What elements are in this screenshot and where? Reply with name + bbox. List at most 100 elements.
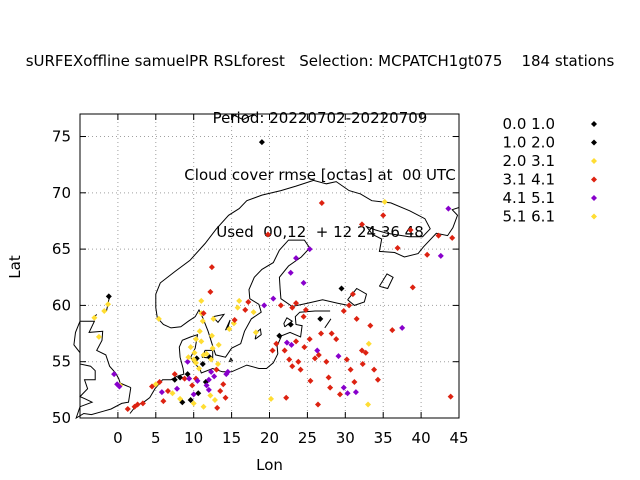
data-point-series-5 bbox=[314, 347, 321, 354]
data-point-series-4 bbox=[343, 356, 350, 363]
data-point-series-5 bbox=[190, 391, 197, 398]
data-point-series-4 bbox=[277, 302, 284, 309]
data-point-series-4 bbox=[273, 340, 280, 347]
data-point-series-3 bbox=[199, 318, 206, 325]
data-point-series-4 bbox=[189, 382, 196, 389]
data-point-series-4 bbox=[307, 377, 314, 384]
y-tick-label: 75 bbox=[52, 128, 71, 146]
data-point-series-4 bbox=[297, 366, 304, 373]
data-point-series-4 bbox=[349, 291, 356, 298]
data-point-series-5 bbox=[340, 384, 347, 391]
data-point-series-5 bbox=[300, 279, 307, 286]
data-point-series-3 bbox=[236, 297, 243, 304]
x-tick-label: 35 bbox=[374, 429, 393, 447]
data-point-series-4 bbox=[325, 374, 332, 381]
data-point-series-4 bbox=[289, 304, 296, 311]
data-point-series-3 bbox=[196, 365, 203, 372]
data-point-series-5 bbox=[344, 390, 351, 397]
data-point-series-4 bbox=[380, 212, 387, 219]
data-point-series-4 bbox=[447, 393, 454, 400]
data-point-series-4 bbox=[306, 336, 313, 343]
data-point-series-4 bbox=[207, 288, 214, 295]
data-point-series-4 bbox=[351, 378, 358, 385]
data-point-series-4 bbox=[214, 404, 221, 411]
data-point-series-2 bbox=[105, 293, 112, 300]
data-point-series-4 bbox=[217, 387, 224, 394]
data-point-series-3 bbox=[169, 390, 176, 397]
legend-label: 1.0 2.0 bbox=[503, 134, 555, 152]
x-axis-label: Lon bbox=[256, 456, 283, 474]
data-point-series-4 bbox=[264, 231, 271, 238]
data-point-series-5 bbox=[158, 389, 165, 396]
data-point-series-4 bbox=[295, 358, 302, 365]
data-point-series-4 bbox=[134, 401, 141, 408]
data-point-series-2 bbox=[187, 396, 194, 403]
coastline-segment bbox=[228, 357, 234, 363]
data-point-series-5 bbox=[186, 375, 193, 382]
data-point-series-3 bbox=[196, 328, 203, 335]
data-point-series-4 bbox=[374, 376, 381, 383]
data-point-series-5 bbox=[399, 324, 406, 331]
data-point-series-4 bbox=[301, 344, 308, 351]
data-point-series-5 bbox=[335, 353, 342, 360]
data-point-series-2 bbox=[184, 371, 191, 378]
data-point-series-4 bbox=[124, 405, 131, 412]
data-point-series-4 bbox=[222, 394, 229, 401]
data-point-series-3 bbox=[95, 333, 102, 340]
legend-label: 5.1 6.1 bbox=[503, 208, 555, 226]
data-point-series-3 bbox=[192, 336, 199, 343]
data-point-series-4 bbox=[336, 391, 343, 398]
data-point-series-5 bbox=[194, 377, 201, 384]
y-tick-label: 70 bbox=[52, 184, 71, 202]
data-point-series-5 bbox=[261, 302, 268, 309]
y-tick-label: 65 bbox=[52, 240, 71, 258]
data-point-series-4 bbox=[208, 264, 215, 271]
data-point-series-3 bbox=[155, 315, 162, 322]
data-point-series-3 bbox=[214, 360, 221, 367]
legend-label: 2.0 3.1 bbox=[503, 152, 555, 170]
legend-label: 0.0 1.0 bbox=[503, 115, 555, 133]
data-point-series-4 bbox=[293, 338, 300, 345]
grid bbox=[80, 114, 459, 419]
data-point-series-4 bbox=[318, 330, 325, 337]
data-point-series-4 bbox=[160, 398, 167, 405]
data-point-series-5 bbox=[203, 382, 210, 389]
data-point-series-6 bbox=[192, 359, 199, 366]
data-point-series-5 bbox=[306, 246, 313, 253]
coastline-segment bbox=[231, 113, 255, 121]
data-point-series-5 bbox=[211, 373, 218, 380]
data-point-series-4 bbox=[315, 351, 322, 358]
data-point-series-6 bbox=[208, 332, 215, 339]
data-point-series-3 bbox=[190, 400, 197, 407]
data-point-series-3 bbox=[210, 315, 217, 322]
data-point-series-1 bbox=[258, 139, 265, 146]
data-point-series-6 bbox=[234, 304, 241, 311]
data-point-series-4 bbox=[318, 199, 325, 206]
data-point-series-6 bbox=[203, 350, 210, 357]
data-point-series-2 bbox=[338, 285, 345, 292]
x-tick-label: 20 bbox=[260, 429, 279, 447]
x-tick-label: 30 bbox=[336, 429, 355, 447]
legend-marker bbox=[591, 195, 597, 201]
data-point-series-5 bbox=[352, 389, 359, 396]
data-point-series-4 bbox=[346, 302, 353, 309]
y-tick-label: 55 bbox=[52, 353, 71, 371]
data-point-series-4 bbox=[435, 232, 442, 239]
data-point-series-4 bbox=[407, 226, 414, 233]
data-point-series-3 bbox=[198, 338, 205, 345]
data-point-series-3 bbox=[187, 344, 194, 351]
x-tick-label: 40 bbox=[412, 429, 431, 447]
data-point-series-3 bbox=[250, 309, 257, 316]
data-point-series-4 bbox=[424, 251, 431, 258]
data-point-series-4 bbox=[139, 400, 146, 407]
data-point-series-2 bbox=[195, 390, 202, 397]
x-tick-label: 0 bbox=[113, 429, 123, 447]
data-point-series-4 bbox=[362, 349, 369, 356]
data-point-series-3 bbox=[365, 340, 372, 347]
coastline-segment bbox=[378, 273, 394, 290]
data-point-series-3 bbox=[152, 381, 159, 388]
data-point-series-3 bbox=[177, 395, 184, 402]
data-point-series-4 bbox=[156, 378, 163, 385]
data-point-series-5 bbox=[184, 358, 191, 365]
data-point-series-2 bbox=[171, 376, 178, 383]
